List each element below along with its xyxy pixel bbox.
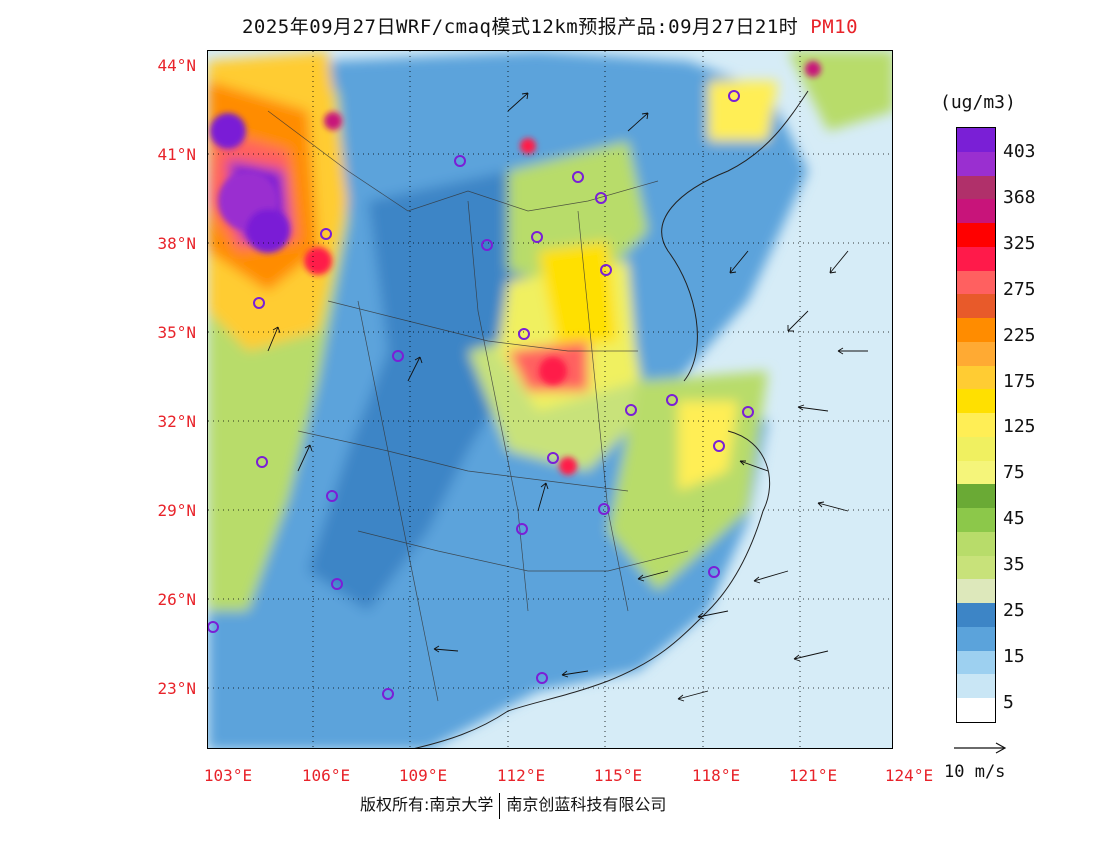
- colorbar-label: 75: [1003, 462, 1025, 484]
- title-main: 2025年09月27日WRF/cmaq模式12km预报产品:09月27日21时: [241, 16, 799, 38]
- coastline: [414, 90, 809, 748]
- colorbar-label: 15: [1003, 645, 1025, 667]
- footer-right: 南京创蓝科技有限公司: [506, 795, 667, 814]
- colorbar-cell: [957, 365, 995, 390]
- lon-label-103: 103°E: [203, 766, 253, 785]
- colorbar-cell: [957, 436, 995, 462]
- lon-label-109: 109°E: [398, 766, 448, 785]
- lat-label-44: 44°N: [157, 56, 196, 75]
- colorbar-label: 225: [1003, 324, 1036, 346]
- city-markers: [208, 90, 754, 700]
- colorbar-cell: [957, 508, 995, 533]
- colorbar-label: 25: [1003, 600, 1025, 621]
- colorbar-cell: [957, 674, 995, 699]
- lat-label-32: 32°N: [157, 412, 196, 431]
- colorbar-cell: [957, 531, 995, 557]
- footer-divider: [499, 792, 501, 819]
- colorbar-label: 275: [1003, 278, 1036, 300]
- colorbar-label: 368: [1003, 186, 1036, 208]
- lon-label-115: 115°E: [593, 766, 643, 785]
- wind-key-label: 10 m/s: [944, 762, 1006, 782]
- colorbar-cell: [957, 318, 995, 343]
- lat-label-41: 41°N: [157, 145, 196, 164]
- lat-label-35: 35°N: [157, 323, 196, 342]
- colorbar-cell: [957, 341, 995, 367]
- lat-label-29: 29°N: [157, 501, 196, 520]
- colorbar-cell: [957, 246, 995, 272]
- colorbar-cell: [957, 151, 995, 176]
- footer-left: 版权所有:南京大学: [360, 795, 494, 814]
- wind-vectors: [267, 92, 868, 702]
- colorbar: [956, 127, 996, 723]
- colorbar-cell: [957, 650, 995, 675]
- lat-label-23: 23°N: [157, 679, 196, 698]
- copyright-footer: 版权所有:南京大学 南京创蓝科技有限公司: [360, 791, 666, 819]
- lat-label-26: 26°N: [157, 590, 196, 609]
- colorbar-cell: [957, 389, 995, 414]
- lon-label-118: 118°E: [691, 766, 741, 785]
- map-canvas: [208, 51, 892, 748]
- colorbar-cell: [957, 626, 995, 652]
- wind-key-arrow-icon: [954, 742, 1007, 754]
- lon-label-124: 124°E: [884, 766, 934, 785]
- colorbar-cell: [957, 484, 995, 509]
- colorbar-cell: [957, 579, 995, 604]
- lon-label-106: 106°E: [301, 766, 351, 785]
- colorbar-label: 175: [1003, 370, 1036, 392]
- colorbar-cell: [957, 270, 995, 295]
- forecast-map[interactable]: [207, 50, 893, 749]
- colorbar-cell: [957, 413, 995, 438]
- colorbar-label: 45: [1003, 508, 1025, 530]
- colorbar-cell: [957, 603, 995, 628]
- colorbar-label: 35: [1003, 554, 1025, 576]
- pm10-hotspots: [210, 61, 821, 475]
- lon-label-121: 121°E: [788, 766, 838, 785]
- colorbar-label: 5: [1003, 691, 1014, 713]
- title-pollutant: PM10: [810, 16, 859, 38]
- colorbar-cell: [957, 460, 995, 485]
- colorbar-cell: [957, 555, 995, 580]
- colorbar-cell: [957, 128, 995, 153]
- colorbar-label: 125: [1003, 416, 1036, 438]
- colorbar-unit: (ug/m3): [940, 92, 1016, 113]
- colorbar-cell: [957, 175, 995, 200]
- colorbar-label: 325: [1003, 232, 1036, 254]
- lon-label-112: 112°E: [496, 766, 546, 785]
- lat-label-38: 38°N: [157, 234, 196, 253]
- colorbar-label: 403: [1003, 141, 1036, 162]
- colorbar-cell: [957, 223, 995, 248]
- province-borders: [267, 110, 689, 702]
- colorbar-cell: [957, 199, 995, 224]
- chart-title: 2025年09月27日WRF/cmaq模式12km预报产品:09月27日21时 P…: [0, 12, 1100, 39]
- colorbar-cell: [957, 294, 995, 319]
- colorbar-cell: [957, 698, 995, 723]
